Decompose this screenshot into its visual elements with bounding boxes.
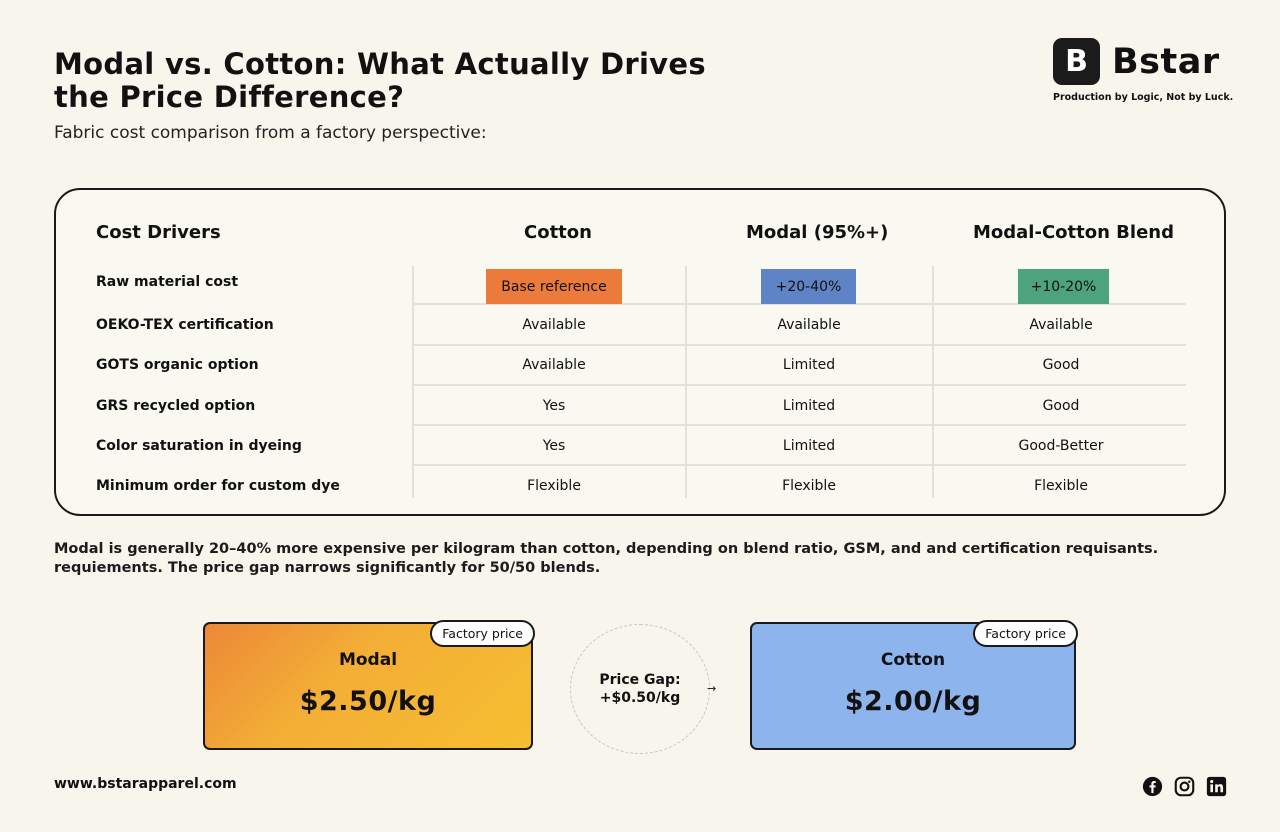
row-divider	[412, 344, 1186, 346]
summary-note-line-2: requiements. The price gap narrows signi…	[54, 560, 601, 576]
cotton-price-card: Factory price Cotton $2.00/kg	[750, 620, 1078, 750]
table-cell: Limited	[782, 357, 836, 373]
modal-card-price: $2.50/kg	[299, 686, 437, 717]
column-header-cotton: Cotton	[524, 222, 592, 243]
table-cell: Yes	[542, 398, 566, 414]
raw-material-cotton-badge: Base reference	[486, 269, 622, 304]
price-gap-label: Price Gap:	[599, 672, 681, 688]
factory-price-badge: Factory price	[973, 620, 1078, 647]
website-link[interactable]: www.bstarapparel.com	[54, 776, 237, 792]
row-label-raw-material: Raw material cost	[96, 274, 239, 290]
brand-name: Bstar	[1112, 41, 1220, 82]
facebook-icon[interactable]	[1142, 776, 1163, 797]
row-label-minimum-order: Minimum order for custom dye	[96, 478, 340, 494]
summary-note-line-1: Modal is generally 20–40% more expensive…	[54, 541, 1159, 557]
cotton-card-title: Cotton	[880, 650, 946, 670]
table-cell: Flexible	[782, 478, 836, 494]
table-cell: Limited	[782, 438, 836, 454]
row-divider	[412, 424, 1186, 426]
row-label-oeko-tex: OEKO-TEX certification	[96, 317, 274, 333]
raw-material-blend-badge: +10-20%	[1018, 269, 1109, 304]
raw-material-modal-badge: +20-40%	[761, 269, 856, 304]
social-links	[1142, 776, 1227, 797]
row-label-grs: GRS recycled option	[96, 398, 256, 414]
table-cell: Flexible	[527, 478, 581, 494]
comparison-table: Cost Drivers Cotton Modal (95%+) Modal-C…	[54, 188, 1226, 516]
row-divider	[412, 464, 1186, 466]
table-cell: Available	[777, 317, 841, 333]
modal-price-card: Factory price Modal $2.50/kg	[203, 620, 535, 750]
factory-price-badge: Factory price	[430, 620, 535, 647]
table-cell: Available	[522, 317, 586, 333]
linkedin-icon[interactable]	[1206, 776, 1227, 797]
row-label-color-saturation: Color saturation in dyeing	[96, 438, 302, 454]
table-cell: Good-Better	[1018, 438, 1104, 454]
brand-tagline: Production by Logic, Not by Luck.	[1053, 92, 1234, 103]
table-cell: Available	[1029, 317, 1093, 333]
column-header-blend: Modal-Cotton Blend	[973, 222, 1174, 243]
table-cell: Available	[522, 357, 586, 373]
summary-note: Modal is generally 20–40% more expensive…	[54, 540, 1214, 578]
bstar-logo-icon: B	[1053, 38, 1100, 85]
column-header-modal: Modal (95%+)	[746, 222, 889, 243]
column-header-cost-drivers: Cost Drivers	[96, 222, 221, 243]
column-divider	[932, 266, 934, 498]
table-cell: Limited	[782, 398, 836, 414]
page-title: Modal vs. Cotton: What Actually Drives t…	[54, 47, 706, 114]
table-cell: Good	[1042, 398, 1080, 414]
row-label-gots: GOTS organic option	[96, 357, 259, 373]
price-gap-value: +$0.50/kg	[599, 690, 681, 706]
instagram-icon[interactable]	[1174, 776, 1195, 797]
row-divider	[412, 384, 1186, 386]
page-subtitle: Fabric cost comparison from a factory pe…	[54, 123, 487, 143]
column-divider	[685, 266, 687, 498]
arrow-right-icon: →	[707, 682, 717, 695]
table-cell: Good	[1042, 357, 1080, 373]
modal-card-title: Modal	[338, 650, 398, 670]
brand-logo[interactable]: B Bstar Production by Logic, Not by Luck…	[1053, 38, 1243, 103]
table-cell: Yes	[542, 438, 566, 454]
price-gap-indicator: Price Gap: +$0.50/kg	[570, 624, 710, 754]
cotton-card-price: $2.00/kg	[844, 686, 982, 717]
table-cell: Flexible	[1034, 478, 1088, 494]
column-divider	[412, 266, 414, 498]
